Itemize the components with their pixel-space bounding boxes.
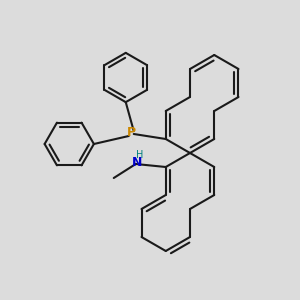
Text: P: P	[127, 127, 136, 140]
Text: N: N	[132, 155, 142, 169]
Text: H: H	[136, 150, 143, 160]
